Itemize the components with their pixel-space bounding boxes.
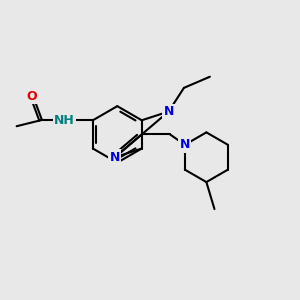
Text: NH: NH — [54, 114, 75, 127]
Text: N: N — [164, 105, 174, 118]
Text: N: N — [180, 138, 190, 151]
Text: N: N — [110, 151, 120, 164]
Text: O: O — [26, 90, 37, 103]
